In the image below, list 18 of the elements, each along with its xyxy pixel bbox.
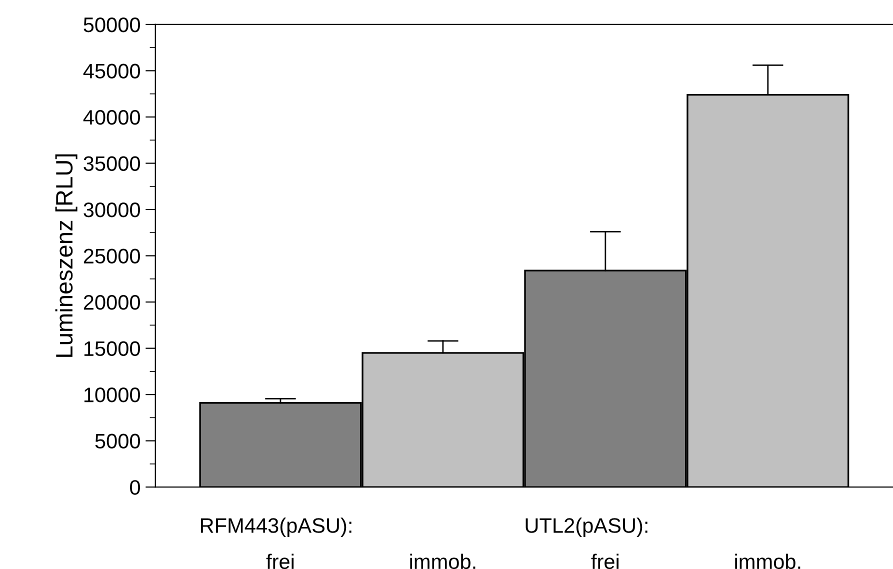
y-tick-label: 5000 <box>95 434 140 449</box>
y-tick-label: 30000 <box>84 202 140 218</box>
y-tick-label: 10000 <box>84 388 140 402</box>
y-tick-label: 50000 <box>84 17 140 32</box>
y-axis-title: Lumineszenz [RLU] <box>55 154 78 357</box>
y-tick-label: 40000 <box>83 110 140 125</box>
x-tick-label: frei <box>266 554 294 569</box>
x-tick-label: immob. <box>735 554 800 569</box>
x-tick-label: frei <box>591 554 618 569</box>
y-tick-label: 35000 <box>84 156 140 171</box>
y-tick-label: 45000 <box>83 64 140 78</box>
y-tick-label: 20000 <box>84 295 140 310</box>
y-tick-label: 25000 <box>84 248 140 264</box>
y-tick-label: 15000 <box>84 341 140 356</box>
x-tick-label: immob. <box>410 554 476 569</box>
y-tick-label: 0 <box>130 480 140 495</box>
text: UTL2(pASU): <box>526 518 648 538</box>
text: RFM443(pASU): <box>200 518 352 538</box>
